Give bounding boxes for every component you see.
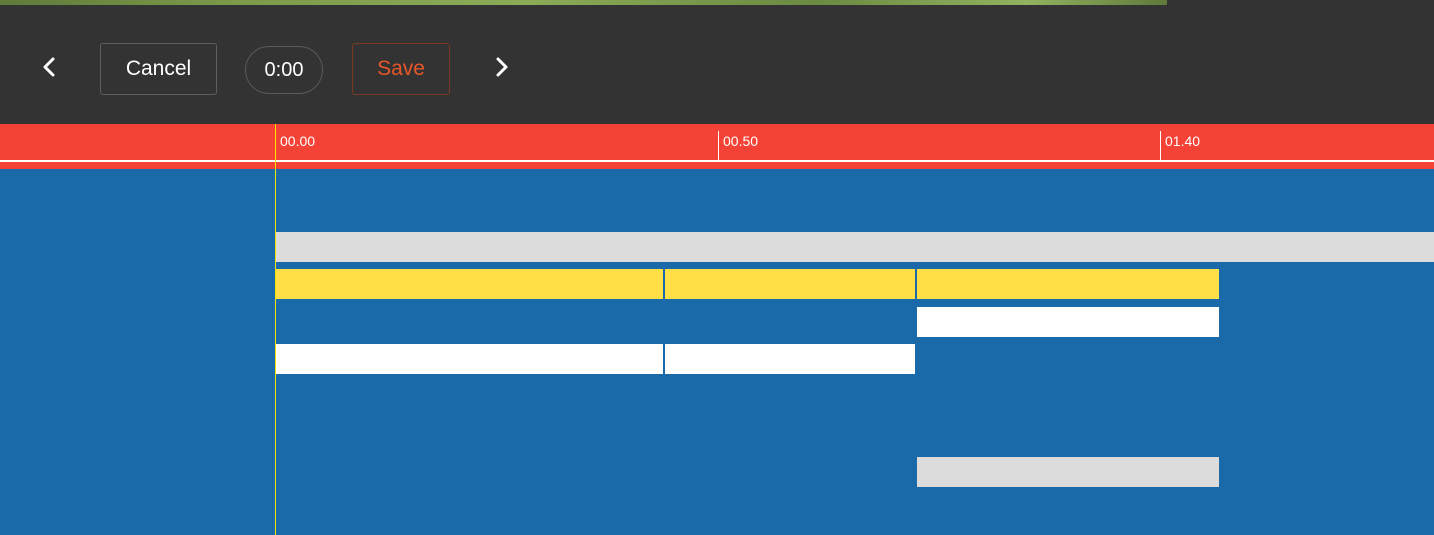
- editor-toolbar: Cancel 0:00 Save: [0, 5, 1434, 124]
- cancel-button[interactable]: Cancel: [100, 43, 217, 95]
- ruler-baseline: [0, 160, 1434, 162]
- ruler-tick-label: 00.00: [280, 133, 316, 149]
- timeline-clip[interactable]: [276, 269, 663, 299]
- ruler-tick: [718, 131, 719, 161]
- timeline-clip[interactable]: [665, 344, 915, 374]
- time-display-button[interactable]: 0:00: [245, 46, 323, 94]
- timeline-clip[interactable]: [917, 307, 1219, 337]
- video-preview-strip: [0, 0, 1434, 5]
- ruler-tick: [1160, 131, 1161, 161]
- video-thumbnail: [0, 0, 1167, 5]
- playhead[interactable]: [275, 124, 276, 535]
- timeline-clip[interactable]: [276, 344, 663, 374]
- timeline-clip[interactable]: [665, 269, 915, 299]
- previous-button[interactable]: [34, 52, 64, 82]
- timeline-clip[interactable]: [276, 232, 1434, 262]
- timeline-clip[interactable]: [917, 457, 1219, 487]
- chevron-right-icon: [496, 57, 508, 77]
- timeline-clip[interactable]: [917, 269, 1219, 299]
- next-button[interactable]: [487, 52, 517, 82]
- timeline-ruler[interactable]: 00.00 00.50 01.40: [0, 124, 1434, 169]
- ruler-tick-label: 01.40: [1165, 133, 1201, 149]
- ruler-tick-label: 00.50: [723, 133, 759, 149]
- timeline-tracks: [0, 169, 1434, 535]
- chevron-left-icon: [43, 57, 55, 77]
- save-button[interactable]: Save: [352, 43, 450, 95]
